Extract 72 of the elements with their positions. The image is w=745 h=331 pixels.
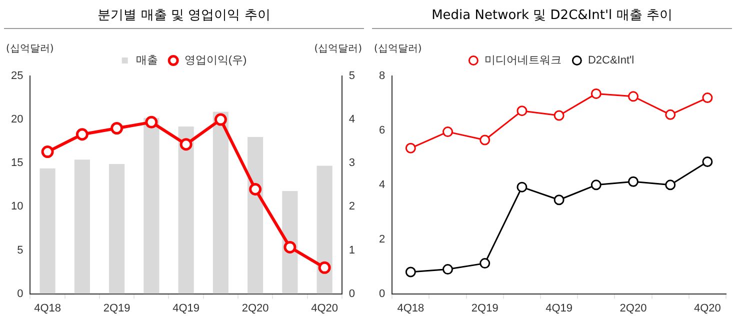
point — [480, 258, 490, 269]
x-tick-label: 4Q19 — [172, 302, 200, 314]
y-tick-label: 6 — [378, 124, 386, 136]
y2-axis-title: (십억달러) — [314, 44, 362, 55]
point — [702, 156, 713, 168]
bar — [40, 168, 56, 294]
point — [480, 134, 490, 146]
y-tick-label: 25 — [10, 70, 24, 82]
point — [110, 122, 124, 135]
legend-label: 영업이익(우) — [184, 54, 247, 67]
point — [554, 110, 564, 121]
point — [76, 128, 88, 141]
point — [516, 182, 528, 192]
point — [665, 180, 676, 190]
point — [628, 91, 639, 102]
y-tick-label: 10 — [10, 200, 24, 213]
y-tick-label: 4 — [378, 178, 386, 191]
y-tick-label: 2 — [378, 233, 386, 246]
bar — [144, 118, 160, 294]
x-tick-label: 2Q19 — [103, 302, 130, 314]
point — [516, 106, 528, 116]
bar — [109, 164, 125, 294]
legend-label: 미디어네트워크 — [484, 54, 562, 67]
y-tick-label: 0 — [17, 288, 24, 300]
x-tick-label: 2Q20 — [620, 302, 647, 314]
bar — [212, 112, 228, 294]
point — [405, 266, 416, 278]
bar — [248, 136, 264, 294]
y-tick-label: 5 — [17, 244, 24, 256]
point — [284, 240, 296, 254]
point — [590, 88, 602, 99]
point — [145, 116, 158, 128]
point — [405, 142, 416, 154]
chart-title: 분기별 매출 및 영업이익 추이 — [4, 2, 364, 29]
y-tick-label: 20 — [10, 114, 24, 126]
x-tick-label: 2Q19 — [471, 302, 498, 314]
point — [702, 92, 713, 104]
bar — [178, 126, 194, 294]
bar — [282, 191, 298, 294]
y2-tick-label: 1 — [348, 244, 356, 256]
x-tick-label: 4Q19 — [546, 302, 573, 314]
bar — [74, 160, 90, 294]
point — [442, 126, 454, 138]
point — [442, 264, 454, 275]
y-tick-label: 15 — [10, 157, 24, 170]
point — [590, 180, 602, 190]
x-tick-label: 4Q18 — [34, 302, 62, 314]
y-axis-title: (십억달러) — [374, 44, 422, 55]
point — [665, 109, 676, 120]
y2-tick-label: 5 — [348, 70, 356, 82]
point — [249, 183, 262, 196]
point — [554, 194, 564, 206]
legend-label: D2C&Int'l — [588, 54, 634, 67]
y2-tick-label: 2 — [348, 200, 356, 213]
x-tick-label: 4Q20 — [694, 302, 721, 314]
bar — [316, 166, 332, 294]
chart-title: Media Network 및 D2C&Int'l 매출 추이 — [372, 2, 732, 29]
y2-tick-label: 0 — [348, 288, 356, 300]
y-tick-label: 0 — [378, 288, 386, 300]
y2-tick-label: 3 — [348, 157, 356, 170]
legend-label: 매출 — [136, 54, 158, 67]
y-axis-title: (십억달러) — [6, 44, 54, 55]
x-tick-label: 4Q20 — [311, 302, 338, 314]
point — [628, 176, 639, 187]
y-tick-label: 8 — [378, 70, 386, 82]
x-tick-label: 4Q18 — [397, 302, 424, 314]
x-tick-label: 2Q20 — [242, 302, 269, 314]
point — [41, 146, 54, 158]
point — [180, 138, 192, 151]
point — [318, 261, 331, 274]
point — [214, 113, 227, 126]
y2-tick-label: 4 — [348, 114, 356, 126]
